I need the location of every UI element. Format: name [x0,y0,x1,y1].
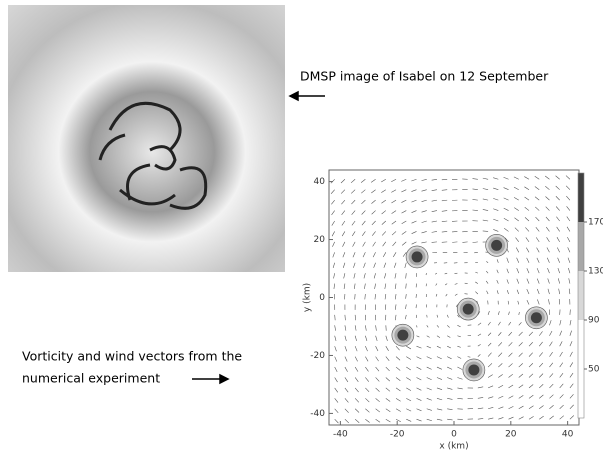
vortex [468,364,479,375]
vortex [531,312,542,323]
caption: Vorticity and wind vectors from the [22,349,242,364]
plot: -40 -20 0 20 40 -40 -20 0 20 40 x (km) y (km) 50 90 13… [303,170,603,450]
colorbar-band [578,173,584,222]
colorbar-tick-label: 50 [588,365,600,375]
caption: DMSP image of Isabel on 12 September [300,69,549,84]
y-tick-label: 40 [314,177,326,187]
x-tick-label: 20 [505,430,517,440]
arrow [192,375,228,383]
colorbar-band [578,222,584,271]
satellite-image [8,5,285,272]
figure: DMSP image of Isabel on 12 September Vor… [0,0,603,450]
x-tick-label: -20 [390,430,405,440]
x-tick-label: 0 [451,430,457,440]
y-axis-label: y (km) [303,283,313,312]
vortex [397,330,408,341]
page: DMSP image of Isabel on 12 September Vor… [0,0,603,450]
colorbar-tick-label: 130 [588,267,603,277]
colorbar-tick-label: 170 [588,218,603,228]
x-tick-label: -40 [333,430,348,440]
y-tick-label: -40 [310,409,325,419]
y-tick-label: -20 [310,351,325,361]
y-tick-label: 0 [319,293,325,303]
arrow [290,92,325,100]
colorbar-band [578,320,584,418]
vortex [463,304,474,315]
x-axis-label: x (km) [439,442,468,451]
colorbar-tick-label: 90 [588,316,600,326]
colorbar-band [578,271,584,320]
x-tick-label: 40 [562,430,574,440]
y-tick-label: 20 [314,235,326,245]
vortex [412,251,423,262]
vortex [491,240,502,251]
plot-area [329,170,579,425]
caption: numerical experiment [22,371,160,386]
